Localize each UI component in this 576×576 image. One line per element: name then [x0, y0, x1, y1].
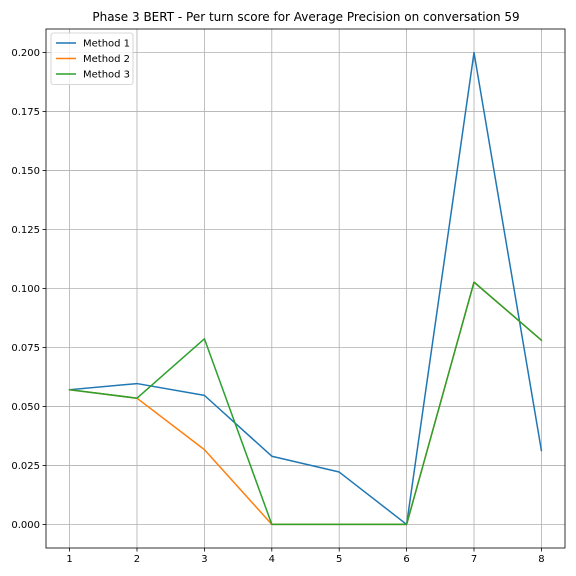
x-axis: 1 2 3 4 5 6 7 8: [66, 548, 545, 565]
x-tick-label: 3: [201, 554, 207, 565]
series-line-1: [68, 51, 543, 526]
x-tick-label: 5: [336, 554, 342, 565]
y-tick-label: 0.075: [11, 343, 40, 354]
x-tick-label: 1: [66, 554, 72, 565]
y-tick-label: 0.000: [11, 520, 40, 531]
y-tick-label: 0.150: [11, 166, 40, 177]
legend-label-1: Method 1: [83, 39, 130, 50]
y-tick-label: 0.125: [11, 225, 40, 236]
legend-label-2: Method 2: [83, 54, 130, 65]
y-axis: 0.000 0.025 0.050 0.075 0.100 0.125 0.150 0.175…: [11, 48, 46, 531]
x-tick-label: 8: [538, 554, 544, 565]
x-tick-label: 7: [471, 554, 477, 565]
legend: Method 1 Method 2 Method 3: [50, 32, 134, 85]
x-tick-label: 2: [134, 554, 140, 565]
legend-box: [50, 32, 134, 85]
x-tick-label: 6: [403, 554, 409, 565]
y-tick-label: 0.050: [11, 402, 40, 413]
legend-label-3: Method 3: [83, 70, 130, 81]
y-tick-label: 0.100: [11, 284, 40, 295]
grid-lines: [46, 29, 565, 548]
y-tick-label: 0.025: [11, 461, 40, 472]
chart-title: Phase 3 BERT - Per turn score for Averag…: [92, 10, 519, 24]
x-tick-label: 4: [269, 554, 275, 565]
series-line-3: [68, 281, 543, 526]
y-tick-label: 0.200: [11, 48, 40, 59]
y-tick-label: 0.175: [11, 107, 40, 118]
series-lines: [68, 51, 543, 526]
